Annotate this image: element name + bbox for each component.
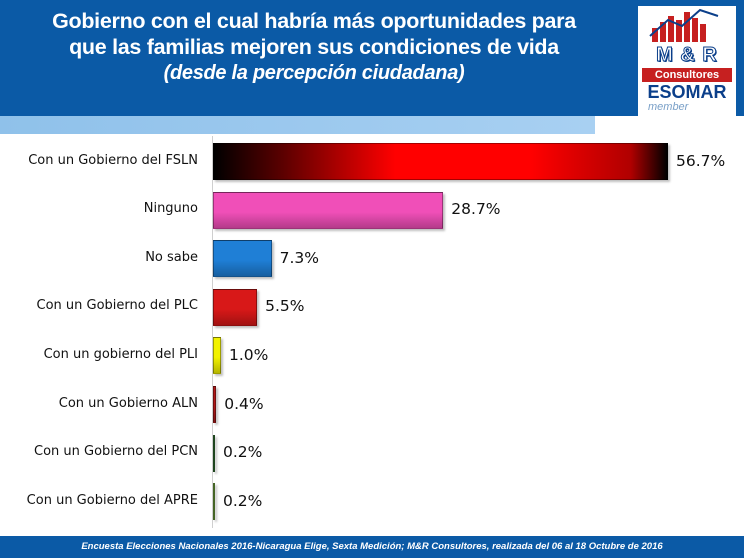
category-label: Con un Gobierno del APRE	[26, 492, 198, 508]
value-label: 7.3%	[279, 248, 319, 267]
category-label: Con un Gobierno del PCN	[34, 444, 198, 460]
logo-mr-text: M & R	[656, 44, 718, 67]
chart-subtitle: (desde la percepción ciudadana)	[163, 62, 465, 84]
category-label: Con un gobierno del PLI	[43, 346, 198, 362]
chart-title: Gobierno con el cual habría más oportuni…	[0, 8, 628, 86]
bar-chart-logo-icon	[649, 8, 719, 42]
category-label: No sabe	[145, 249, 198, 265]
title-line-2: que las familias mejoren sus condiciones…	[69, 35, 559, 59]
header-stripe	[0, 116, 744, 134]
footer-band: Encuesta Elecciones Nacionales 2016-Nica…	[0, 536, 744, 558]
bar	[213, 386, 217, 423]
value-label: 5.5%	[265, 297, 305, 316]
bar	[213, 288, 258, 326]
bar	[213, 240, 272, 278]
title-line-1: Gobierno con el cual habría más oportuni…	[52, 9, 576, 33]
bar	[213, 191, 444, 229]
category-label: Con un Gobierno del PLC	[36, 298, 199, 314]
bar	[213, 143, 668, 180]
company-logo: M & R Consultores ESOMAR member	[638, 6, 736, 116]
logo-esomar-text: ESOMAR	[647, 82, 727, 102]
category-label: Con un Gobierno del FSLN	[28, 152, 198, 168]
value-label: 0.2%	[223, 491, 263, 510]
value-label: 0.4%	[224, 394, 264, 413]
category-axis	[212, 136, 213, 528]
footer-note: Encuesta Elecciones Nacionales 2016-Nica…	[81, 541, 663, 552]
category-label: Ninguno	[143, 201, 198, 217]
bar	[213, 337, 222, 375]
value-label: 0.2%	[223, 443, 263, 462]
value-label: 28.7%	[451, 200, 501, 219]
category-label: Con un Gobierno ALN	[58, 395, 198, 411]
logo-consultores-text: Consultores	[642, 68, 732, 82]
value-label: 56.7%	[676, 151, 726, 170]
bar	[213, 434, 215, 472]
logo-member-text: member	[648, 101, 689, 113]
header-band: Gobierno con el cual habría más oportuni…	[0, 0, 744, 116]
bar	[213, 483, 215, 521]
value-label: 1.0%	[229, 345, 269, 364]
